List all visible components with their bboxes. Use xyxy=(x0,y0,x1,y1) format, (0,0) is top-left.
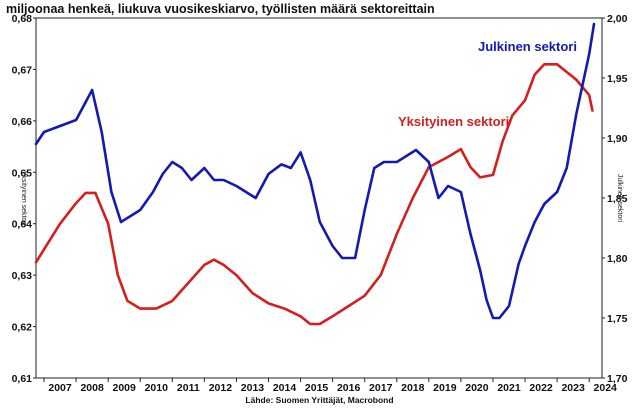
x-tick-label: 2010 xyxy=(145,382,169,394)
x-tick-label: 2007 xyxy=(48,382,72,394)
x-tick-label: 2012 xyxy=(209,382,233,394)
x-tick-label: 2016 xyxy=(337,382,361,394)
right-tick-label: 1,80 xyxy=(607,253,628,265)
right-tick-label: 1,70 xyxy=(607,373,628,385)
series-layer xyxy=(34,22,596,326)
right-axis-title: Julkinen sektori xyxy=(616,174,623,223)
right-tick-label: 1,95 xyxy=(607,73,628,85)
legend-julkinen-label: Julkinen sektori xyxy=(478,39,577,54)
x-tick-label: 2020 xyxy=(465,382,489,394)
left-tick-label: 0,65 xyxy=(12,167,33,179)
x-tick-label: 2008 xyxy=(80,382,104,394)
x-tick-label: 2014 xyxy=(273,382,297,394)
right-tick-label: 1,85 xyxy=(607,193,628,205)
left-axis: 0,61 0,62 0,63 0,64 0,65 0,66 0,67 0,68 xyxy=(12,13,36,385)
x-tick-label: 2024 xyxy=(594,382,618,394)
x-axis: 2007 2008 2009 2010 2011 2012 2013 2014 2015 2016… xyxy=(43,378,618,394)
x-tick-label: 2009 xyxy=(113,382,137,394)
x-tick-label: 2013 xyxy=(241,382,265,394)
x-tick-label: 2023 xyxy=(561,382,585,394)
x-tick-label: 2018 xyxy=(401,382,425,394)
x-tick-label: 2021 xyxy=(497,382,521,394)
right-axis: 1,70 1,75 1,80 1,85 1,90 1,95 2,00 xyxy=(602,13,628,385)
series-line-julkinen-sektori xyxy=(34,22,596,320)
left-tick-label: 0,64 xyxy=(12,219,33,231)
left-tick-label: 0,63 xyxy=(12,270,33,282)
legend-yksityinen-label: Yksityinen sektori xyxy=(398,114,509,129)
left-tick-label: 0,68 xyxy=(12,13,33,25)
left-tick-label: 0,61 xyxy=(12,373,33,385)
x-tick-label: 2022 xyxy=(529,382,553,394)
source-note: Lähde: Suomen Yrittäjät, Macrobond xyxy=(245,395,394,405)
chart-title: miljoonaa henkeä, liukuva vuosikeskiarvo… xyxy=(6,2,435,16)
right-tick-label: 1,75 xyxy=(607,313,628,325)
left-tick-label: 0,62 xyxy=(12,322,33,334)
x-tick-label: 2011 xyxy=(177,382,200,394)
x-tick-label: 2017 xyxy=(369,382,393,394)
right-tick-label: 1,90 xyxy=(607,133,628,145)
x-tick-label: 2015 xyxy=(305,382,329,394)
x-tick-label: 2019 xyxy=(433,382,457,394)
series-line-yksityinen-sektori xyxy=(34,63,594,326)
left-tick-label: 0,66 xyxy=(12,116,33,128)
left-axis-title: Yksityinen sektori xyxy=(20,171,27,226)
left-tick-label: 0,67 xyxy=(12,64,33,76)
right-tick-label: 2,00 xyxy=(607,13,628,25)
